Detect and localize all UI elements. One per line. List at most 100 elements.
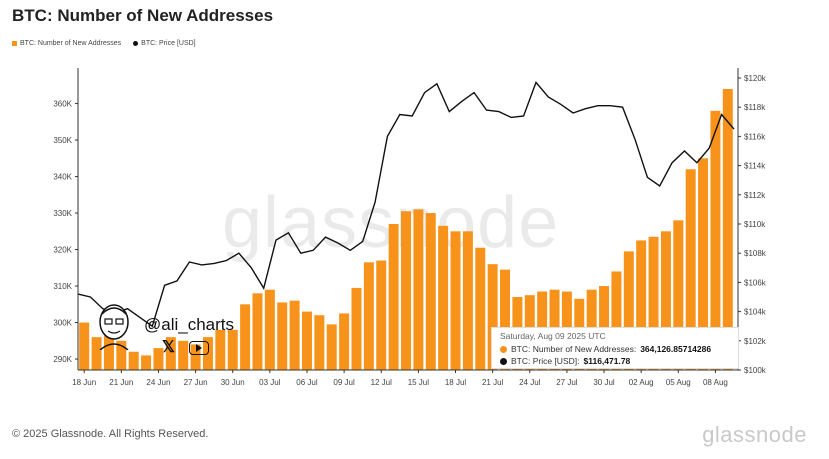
bar-0[interactable] [79, 322, 90, 370]
bar-16[interactable] [277, 302, 288, 370]
bar-48[interactable] [673, 220, 684, 370]
tooltip-row-addresses: BTC: Number of New Addresses: 364,126.85… [500, 344, 730, 354]
bar-32[interactable] [475, 247, 486, 370]
y-tick-right-1: $102k [744, 337, 767, 346]
x-tick-4: 30 Jun [221, 378, 245, 387]
bar-7[interactable] [165, 337, 176, 370]
bar-5[interactable] [141, 355, 152, 370]
x-tick-11: 21 Jul [482, 378, 504, 387]
tooltip-swatch-price [500, 357, 507, 365]
bar-18[interactable] [301, 311, 312, 370]
y-tick-right-10: $120k [744, 74, 767, 83]
bar-1[interactable] [91, 337, 102, 370]
x-tick-17: 08 Aug [703, 378, 728, 387]
price-line-layer [77, 81, 735, 328]
tooltip-value-addresses: 364,126.85714286 [640, 344, 712, 354]
bar-21[interactable] [339, 313, 350, 370]
bar-29[interactable] [438, 225, 449, 370]
bar-17[interactable] [289, 300, 300, 370]
y-tick-right-5: $110k [744, 220, 766, 229]
bar-50[interactable] [698, 158, 709, 370]
bar-8[interactable] [178, 340, 189, 370]
tooltip-value-price: $116,471.78 [583, 356, 631, 366]
brand-logo-text: glassnode [702, 422, 807, 447]
bar-51[interactable] [710, 110, 721, 370]
bar-30[interactable] [450, 231, 461, 370]
tooltip-row-price: BTC: Price [USD]: $116,471.78 [500, 356, 730, 366]
bar-26[interactable] [401, 211, 411, 370]
copyright-footer: © 2025 Glassnode. All Rights Reserved. [12, 428, 209, 440]
bar-9[interactable] [190, 344, 201, 370]
bar-20[interactable] [326, 324, 337, 370]
x-tick-3: 27 Jun [184, 378, 208, 387]
bar-13[interactable] [240, 304, 251, 370]
bar-15[interactable] [264, 289, 275, 370]
author-handle: @ali_charts [144, 315, 235, 334]
x-tick-7: 09 Jul [333, 378, 355, 387]
chart-tooltip: Saturday, Aug 09 2025 UTC BTC: Number of… [491, 327, 739, 369]
y-tick-left-7: 360K [53, 100, 72, 109]
bar-45[interactable] [636, 240, 647, 370]
bar-22[interactable] [351, 287, 362, 370]
x-icon[interactable]: 𝕏 [162, 339, 175, 356]
bar-33[interactable] [487, 264, 498, 370]
y-tick-left-4: 330K [53, 209, 72, 218]
bar-27[interactable] [413, 209, 424, 370]
x-tick-6: 06 Jul [296, 378, 318, 387]
tooltip-label-price: BTC: Price [USD]: [511, 356, 580, 366]
y-tick-right-4: $108k [744, 249, 767, 258]
bar-34[interactable] [500, 269, 511, 370]
bar-23[interactable] [363, 262, 374, 370]
y-tick-right-7: $114k [744, 162, 766, 171]
x-tick-1: 21 Jun [109, 378, 133, 387]
bar-2[interactable] [103, 329, 114, 370]
bar-14[interactable] [252, 293, 263, 370]
bar-11[interactable] [215, 329, 226, 370]
bar-25[interactable] [388, 224, 399, 370]
tooltip-swatch-addresses [500, 345, 507, 353]
legend: BTC: Number of New Addresses BTC: Price … [12, 40, 196, 47]
y-tick-right-6: $112k [744, 191, 766, 200]
bar-47[interactable] [660, 231, 671, 370]
youtube-icon[interactable] [188, 341, 209, 355]
x-tick-2: 24 Jun [146, 378, 170, 387]
bar-24[interactable] [376, 260, 387, 371]
bar-52[interactable] [722, 88, 733, 370]
chart-title: BTC: Number of New Addresses [12, 6, 274, 25]
y-tick-right-8: $116k [744, 132, 766, 141]
x-tick-10: 18 Jul [445, 378, 467, 387]
bar-31[interactable] [462, 231, 473, 370]
y-tick-left-6: 350K [53, 136, 72, 145]
x-tick-0: 18 Jun [72, 378, 96, 387]
legend-swatch-line [133, 41, 139, 46]
social-icons: 𝕏 [162, 340, 209, 356]
legend-item-line[interactable]: BTC: Price [USD] [133, 40, 196, 47]
author-branding: @ali_charts 𝕏 [88, 298, 258, 362]
bar-44[interactable] [623, 251, 634, 370]
x-tick-14: 30 Jul [593, 378, 615, 387]
bar-4[interactable] [128, 351, 139, 370]
bar-46[interactable] [648, 236, 659, 370]
y-tick-left-3: 320K [53, 246, 72, 255]
legend-label-line: BTC: Price [USD] [141, 40, 196, 47]
y-tick-right-3: $106k [744, 278, 767, 287]
legend-swatch-bars [12, 41, 17, 46]
tooltip-date: Saturday, Aug 09 2025 UTC [500, 331, 606, 341]
bar-6[interactable] [153, 348, 164, 370]
bar-19[interactable] [314, 315, 325, 370]
legend-item-bars[interactable]: BTC: Number of New Addresses [12, 40, 121, 47]
x-tick-9: 15 Jul [408, 378, 430, 387]
bar-28[interactable] [425, 213, 436, 370]
x-tick-8: 12 Jul [371, 378, 393, 387]
price-line[interactable] [77, 81, 735, 328]
bar-3[interactable] [116, 340, 127, 370]
avatar-icon [99, 304, 129, 350]
bar-43[interactable] [611, 271, 622, 370]
x-tick-12: 24 Jul [519, 378, 541, 387]
bar-49[interactable] [685, 169, 696, 370]
axis-layer: 290K 300K 310K 320K 330K 340K 350K 360K $100k $10… [53, 68, 767, 387]
bar-12[interactable] [227, 329, 238, 370]
y-tick-left-0: 290K [53, 355, 72, 364]
x-tick-16: 05 Aug [666, 378, 691, 387]
